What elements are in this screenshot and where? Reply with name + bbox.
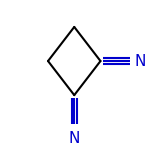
Text: N: N	[69, 131, 80, 146]
Text: N: N	[135, 54, 146, 69]
